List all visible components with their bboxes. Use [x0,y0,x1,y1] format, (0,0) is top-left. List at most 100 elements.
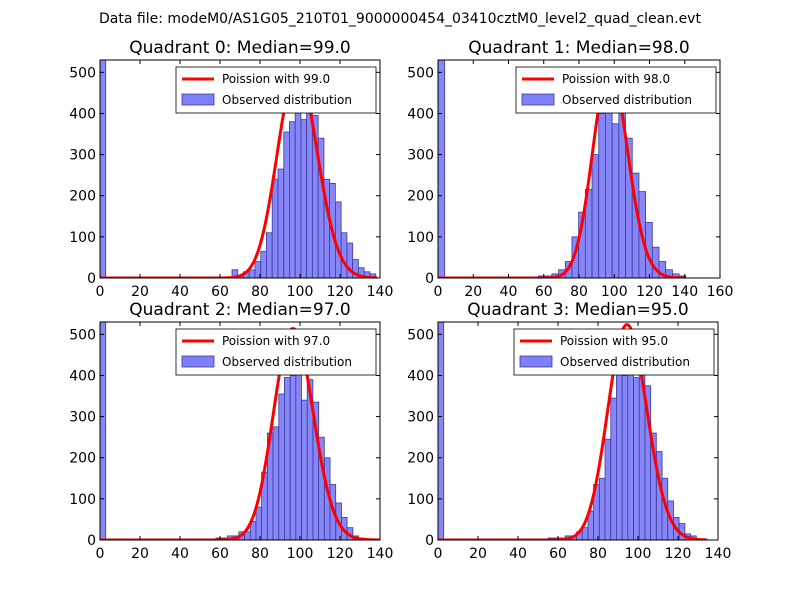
poisson-curve [438,323,708,540]
histogram-bar [438,322,445,540]
x-tick-label: 120 [665,546,692,562]
histogram-bar [100,60,107,278]
x-tick-label: 20 [131,284,149,300]
x-tick-label: 80 [589,546,607,562]
x-tick-label: 100 [287,546,314,562]
histogram-bar [283,377,291,540]
legend-line-label: Poission with 97.0 [222,334,330,348]
x-tick-label: 20 [469,546,487,562]
legend-bar-label: Observed distribution [222,93,352,107]
y-tick-label: 300 [69,410,96,426]
histogram-bar [610,397,617,540]
histogram-bar [265,232,273,278]
y-tick-label: 400 [69,368,96,384]
y-tick-label: 0 [425,271,434,287]
histogram-bar [438,60,446,278]
poisson-curve [100,327,380,540]
legend-line-label: Poission with 99.0 [222,72,330,86]
histogram-bar [283,131,290,278]
legend-bar-label: Observed distribution [222,355,352,369]
histogram-bar [598,113,606,278]
x-tick-label: 140 [367,546,394,562]
x-tick-label: 80 [251,546,269,562]
legend-bar-swatch [181,93,215,106]
y-tick-label: 500 [69,327,96,343]
y-tick-label: 400 [407,106,434,122]
panel-title: Quadrant 2: Median=97.0 [129,300,351,320]
y-tick-label: 400 [69,106,96,122]
legend-line-label: Poission with 95.0 [560,334,668,348]
x-tick-label: 0 [434,284,443,300]
y-tick-label: 300 [407,148,434,164]
panel-title: Quadrant 3: Median=95.0 [467,300,689,320]
y-tick-label: 500 [69,65,96,81]
chart-panel-1: Quadrant 1: Median=98.0 0 20 40 60 80 100 120 14… [407,38,733,300]
legend-bar-label: Observed distribution [562,93,692,107]
chart-panel-0: Quadrant 0: Median=99.0 0 20 40 60 80 100 120 14… [69,38,393,300]
histogram-bar [616,368,623,540]
x-tick-label: 60 [549,546,567,562]
y-tick-label: 200 [69,451,96,467]
y-tick-label: 100 [407,492,434,508]
axes-frame [99,321,381,541]
legend-bar-swatch [521,93,555,106]
x-tick-label: 40 [171,546,189,562]
x-tick-label: 0 [96,284,105,300]
x-tick-label: 80 [251,284,269,300]
histogram-bar [300,119,308,278]
x-tick-label: 140 [367,284,394,300]
x-tick-label: 120 [327,284,354,300]
histogram-bar [272,426,280,540]
legend: Poission with 97.0 Observed distribution [175,328,377,376]
x-tick-label: 100 [625,546,652,562]
histogram-bar [288,121,296,278]
x-tick-label: 20 [464,284,482,300]
legend-box [515,66,717,114]
x-tick-label: 60 [211,284,229,300]
x-tick-label: 60 [211,546,229,562]
x-tick-label: 100 [287,284,314,300]
y-tick-label: 100 [69,492,96,508]
chart-panel-3: Quadrant 3: Median=95.0 0 20 40 60 80 100 120 14… [407,300,731,562]
x-tick-label: 20 [131,546,149,562]
x-tick-label: 40 [509,546,527,562]
legend-bar-label: Observed distribution [560,355,690,369]
histogram-bar [100,322,107,540]
subplot-grid: Quadrant 0: Median=99.0 0 20 40 60 80 100 120 14… [69,38,733,562]
histogram-bar [621,375,629,540]
x-tick-label: 120 [636,284,663,300]
x-tick-label: 0 [96,546,105,562]
y-tick-label: 200 [407,189,434,205]
y-tick-label: 100 [69,230,96,246]
x-tick-label: 60 [535,284,553,300]
histogram-bar [604,438,612,540]
x-tick-label: 160 [707,284,734,300]
x-tick-label: 140 [671,284,698,300]
y-tick-label: 300 [407,410,434,426]
histogram-bar [231,269,239,278]
histogram-bar [277,168,285,278]
y-tick-label: 500 [407,65,434,81]
histogram-bar [581,527,589,540]
histogram-bar [260,250,267,278]
x-tick-label: 120 [327,546,354,562]
histogram-bar [301,399,308,540]
legend: Poission with 95.0 Observed distribution [513,328,715,376]
legend-bar-swatch [181,355,215,368]
panel-title: Quadrant 1: Median=98.0 [468,38,690,58]
legend-line-label: Poission with 98.0 [562,72,670,86]
y-tick-label: 200 [407,451,434,467]
histogram-bar [255,506,263,540]
axes-frame [99,59,381,279]
histogram-bar [248,269,256,278]
legend: Poission with 99.0 Observed distribution [175,66,377,114]
legend: Poission with 98.0 Observed distribution [515,66,717,114]
x-tick-label: 40 [500,284,518,300]
plot-area [438,322,708,540]
histogram-bar [271,178,279,278]
x-tick-label: 80 [570,284,588,300]
y-tick-label: 100 [407,230,434,246]
poisson-curve [100,68,378,278]
legend-bar-swatch [519,355,553,368]
